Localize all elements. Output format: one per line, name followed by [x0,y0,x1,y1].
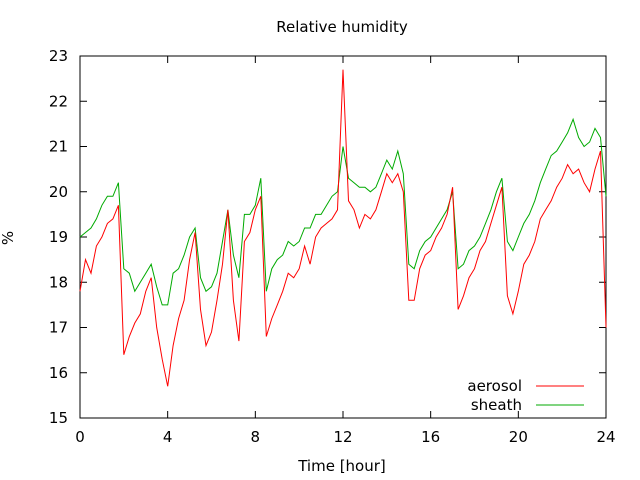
legend-label-sheath: sheath [471,396,522,414]
series-line-sheath [79,117,607,306]
y-tick-label: 19 [49,228,68,246]
y-axis-label: % [0,231,17,245]
plot-frame [79,55,607,419]
x-tick-label: 0 [75,428,85,446]
x-tick-label: 4 [163,428,173,446]
series-line-aerosol [79,69,607,387]
y-tick-label: 20 [49,183,68,201]
y-tick-label: 23 [49,47,68,65]
x-tick-label: 8 [251,428,261,446]
y-tick-label: 16 [49,364,68,382]
x-axis-label: Time [hour] [297,457,386,475]
x-tick-label: 12 [333,428,352,446]
x-tick-label: 20 [509,428,528,446]
y-tick-label: 21 [49,138,68,156]
legend-label-aerosol: aerosol [467,377,522,395]
y-ticks: 15 16 17 18 19 20 21 22 23 [49,47,606,427]
y-tick-label: 18 [49,273,68,291]
y-tick-label: 15 [49,409,68,427]
y-tick-label: 17 [49,319,68,337]
series-group [79,69,607,387]
x-ticks: 0 4 8 12 16 20 24 [75,56,616,446]
chart-title: Relative humidity [276,18,408,36]
y-tick-label: 22 [49,92,68,110]
x-tick-label: 16 [421,428,440,446]
x-tick-label: 24 [596,428,615,446]
